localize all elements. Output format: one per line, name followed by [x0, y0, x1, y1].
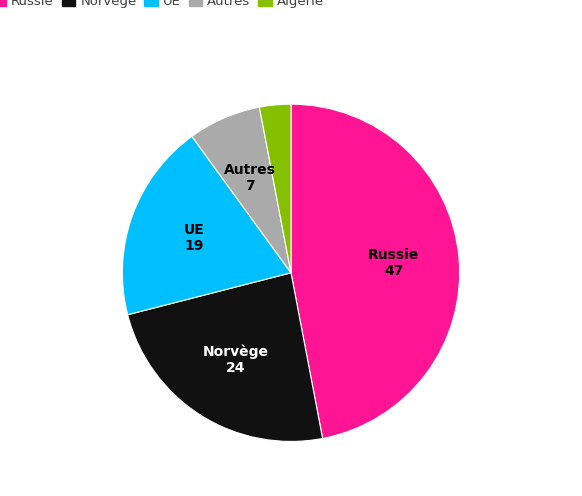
Text: Autres
7: Autres 7 [224, 163, 276, 193]
Wedge shape [127, 273, 322, 441]
Legend: Russie, Norvège, UE, Autres, Algérie: Russie, Norvège, UE, Autres, Algérie [0, 0, 327, 10]
Wedge shape [122, 136, 291, 315]
Wedge shape [260, 104, 291, 273]
Wedge shape [192, 107, 291, 273]
Text: UE
19: UE 19 [183, 223, 204, 253]
Text: Norvège
24: Norvège 24 [203, 345, 269, 375]
Text: Russie
47: Russie 47 [368, 248, 420, 278]
Wedge shape [291, 104, 460, 438]
